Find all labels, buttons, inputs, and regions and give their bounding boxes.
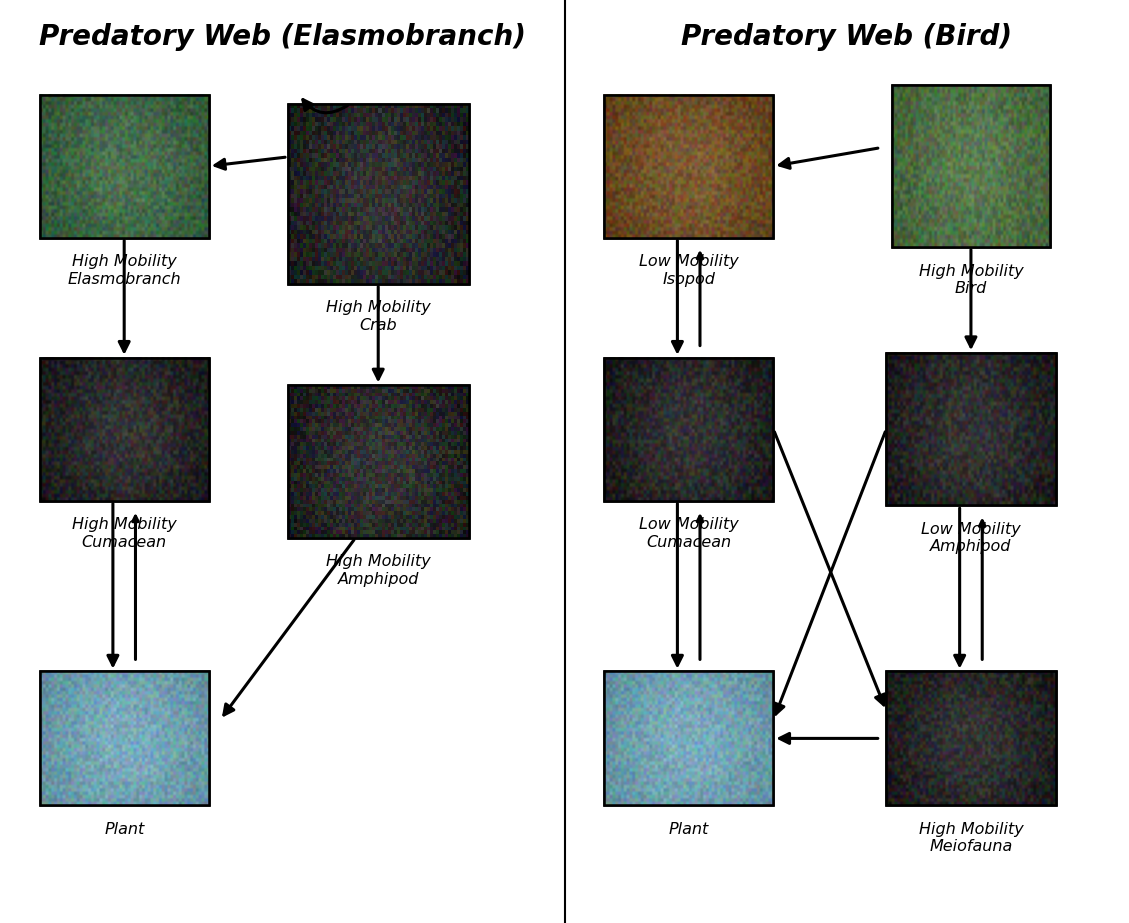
Text: Predatory Web (Bird): Predatory Web (Bird): [681, 23, 1013, 51]
Bar: [40, 357, 209, 500]
Bar: [604, 357, 773, 500]
Bar: [288, 386, 469, 537]
Bar: [604, 95, 773, 238]
Text: High Mobility
Elasmobranch: High Mobility Elasmobranch: [68, 255, 181, 287]
Bar: [886, 672, 1056, 805]
Bar: [604, 672, 773, 805]
Bar: [40, 672, 209, 805]
Bar: [288, 386, 469, 537]
Text: High Mobility
Amphipod: High Mobility Amphipod: [326, 554, 430, 587]
Text: Plant: Plant: [668, 821, 709, 837]
Bar: [886, 353, 1056, 506]
Bar: [288, 104, 469, 284]
Bar: [40, 95, 209, 238]
Text: Low Mobility
Isopod: Low Mobility Isopod: [639, 255, 738, 287]
Bar: [604, 672, 773, 805]
Bar: [886, 672, 1056, 805]
Bar: [604, 357, 773, 500]
Text: Low Mobility
Cumacean: Low Mobility Cumacean: [639, 517, 738, 550]
Text: Plant: Plant: [104, 821, 145, 837]
Bar: [40, 672, 209, 805]
Bar: [40, 357, 209, 500]
Bar: [886, 353, 1056, 506]
Text: Low Mobility
Amphipod: Low Mobility Amphipod: [921, 522, 1021, 555]
Bar: [40, 95, 209, 238]
Bar: [604, 95, 773, 238]
Text: High Mobility
Crab: High Mobility Crab: [326, 301, 430, 333]
Text: High Mobility
Meiofauna: High Mobility Meiofauna: [919, 821, 1023, 855]
Bar: [892, 86, 1050, 247]
Text: Predatory Web (Elasmobranch): Predatory Web (Elasmobranch): [38, 23, 526, 51]
Text: High Mobility
Bird: High Mobility Bird: [919, 264, 1023, 296]
Text: High Mobility
Cumacean: High Mobility Cumacean: [72, 517, 176, 550]
Bar: [892, 86, 1050, 247]
Bar: [288, 104, 469, 284]
